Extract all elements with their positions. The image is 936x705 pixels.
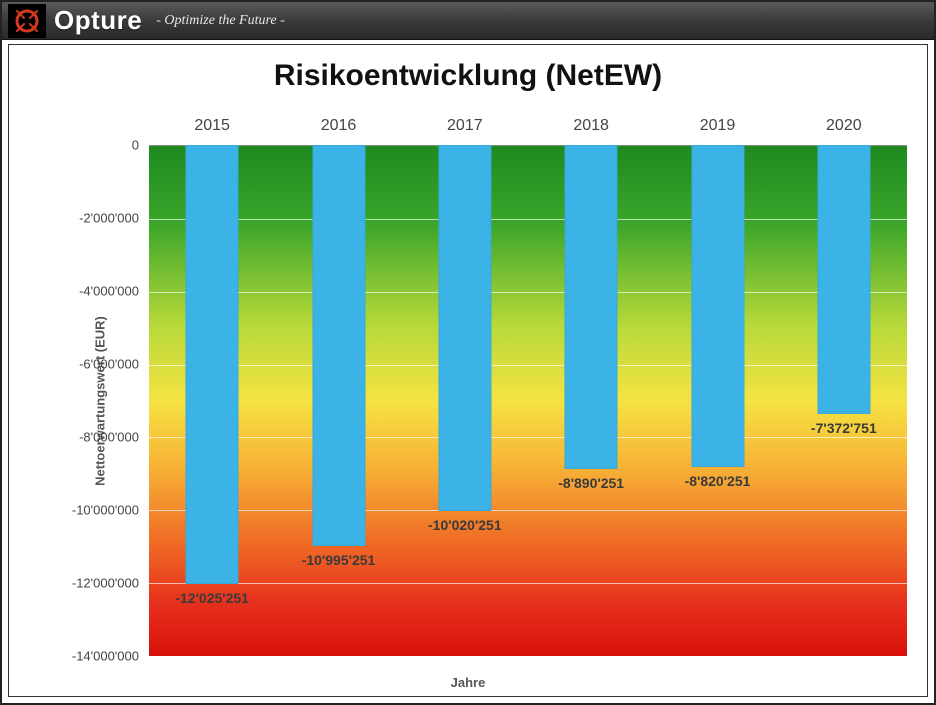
- bar: [565, 145, 618, 469]
- bar-value-label: -8'890'251: [558, 475, 624, 491]
- bar: [186, 145, 239, 584]
- brand-name: Opture: [54, 5, 142, 36]
- bar: [312, 145, 365, 546]
- y-tick-label: -12'000'000: [39, 576, 149, 591]
- page-frame: Risikoentwicklung (NetEW) Nettoerwartung…: [8, 44, 928, 697]
- gridline: [149, 437, 907, 438]
- brand-tagline: - Optimize the Future -: [156, 13, 285, 29]
- bar-value-label: -12'025'251: [175, 590, 249, 606]
- x-axis-title: Jahre: [9, 675, 927, 690]
- y-tick-label: -14'000'000: [39, 649, 149, 664]
- x-category-label: 2017: [447, 117, 483, 135]
- x-category-label: 2016: [321, 117, 357, 135]
- bar-value-label: -8'820'251: [685, 473, 751, 489]
- app-header: Opture - Optimize the Future -: [2, 2, 934, 40]
- gridline: [149, 292, 907, 293]
- bar-value-label: -7'372'751: [811, 420, 877, 436]
- y-tick-label: 0: [39, 138, 149, 153]
- y-tick-label: -10'000'000: [39, 503, 149, 518]
- x-category-label: 2018: [573, 117, 609, 135]
- logo-icon: [13, 7, 41, 35]
- bar-value-label: -10'020'251: [428, 517, 502, 533]
- gridline: [149, 583, 907, 584]
- y-tick-label: -8'000'000: [39, 430, 149, 445]
- y-tick-label: -6'000'000: [39, 357, 149, 372]
- brand-logo: [8, 4, 46, 38]
- bar: [438, 145, 491, 511]
- y-tick-label: -2'000'000: [39, 211, 149, 226]
- y-tick-label: -4'000'000: [39, 284, 149, 299]
- plot-region: 0-2'000'000-4'000'000-6'000'000-8'000'00…: [149, 145, 907, 656]
- gridline: [149, 219, 907, 220]
- x-category-label: 2019: [700, 117, 736, 135]
- chart-area: Nettoerwartungswert (EUR) Jahre 0-2'000'…: [9, 105, 927, 696]
- bar: [691, 145, 744, 467]
- app-window: Opture - Optimize the Future - Risikoent…: [0, 0, 936, 705]
- gridline: [149, 656, 907, 657]
- y-axis-title: Nettoerwartungswert (EUR): [92, 316, 107, 486]
- x-category-label: 2015: [194, 117, 230, 135]
- x-category-label: 2020: [826, 117, 862, 135]
- chart-title: Risikoentwicklung (NetEW): [9, 59, 927, 93]
- bar: [817, 145, 870, 414]
- bar-value-label: -10'995'251: [302, 552, 376, 568]
- gridline: [149, 365, 907, 366]
- gridline: [149, 510, 907, 511]
- plot-background: [149, 145, 907, 656]
